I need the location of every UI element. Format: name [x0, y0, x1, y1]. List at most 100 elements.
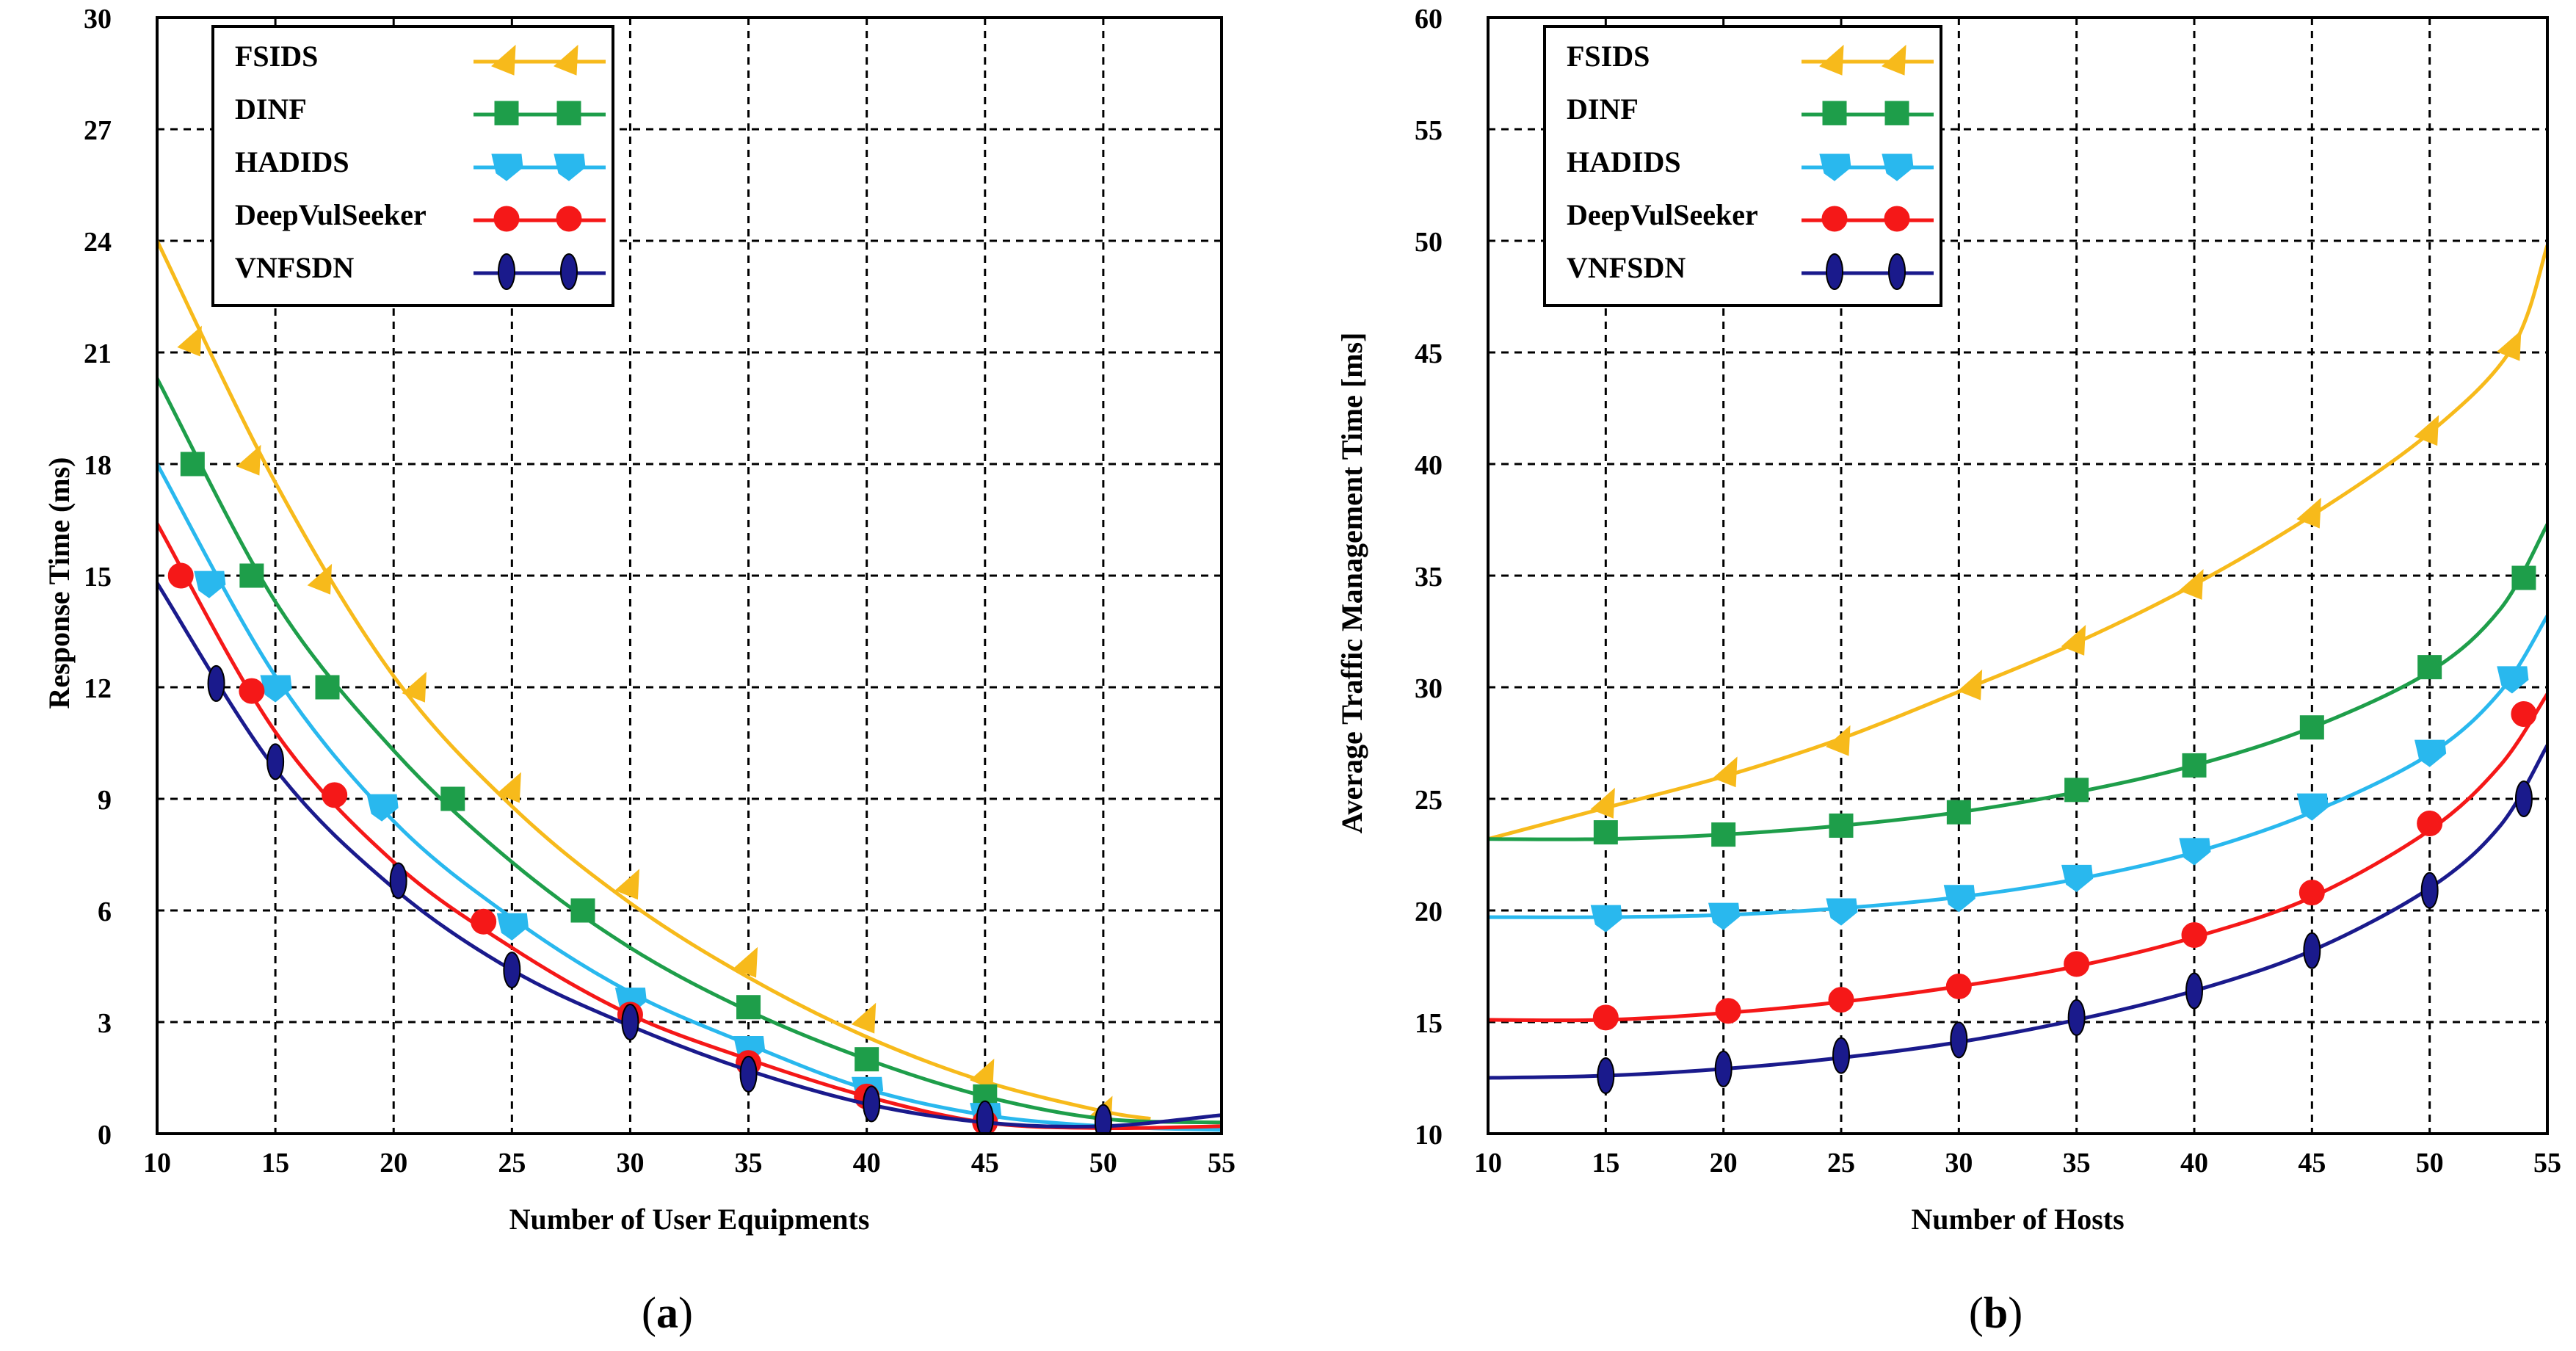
legend-marker-deepvulseeker	[1884, 206, 1910, 232]
y-tick-label: 20	[1415, 897, 1443, 927]
data-point-fsids	[496, 772, 521, 803]
y-tick-label: 6	[98, 897, 112, 927]
data-point-dinf	[2182, 753, 2207, 778]
y-tick-label: 18	[84, 450, 112, 481]
x-tick-label: 20	[1710, 1148, 1738, 1178]
legend-label-vnfsdn: VNFSDN	[1567, 251, 1686, 284]
y-tick-label: 0	[98, 1120, 112, 1151]
data-point-hadids	[260, 675, 292, 703]
data-point-hadids	[2414, 739, 2447, 767]
data-point-vnfsdn	[207, 664, 225, 702]
y-tick-label: 60	[1415, 4, 1443, 35]
legend-marker-dinf	[556, 101, 581, 126]
data-point-vnfsdn	[2185, 972, 2203, 1010]
x-tick-label: 50	[2416, 1148, 2444, 1178]
data-point-dinf	[2064, 778, 2089, 803]
x-axis-label: Number of User Equipments	[509, 1203, 870, 1236]
x-axis-label: Number of Hosts	[1911, 1203, 2124, 1236]
chart-panel-a: 10 15 20 25 30 35 40 45 50 55 0 3 6 9 12 15 18 21 24 27 30 Nu…	[43, 4, 1236, 1337]
data-point-hadids	[2061, 864, 2094, 893]
data-point-fsids	[1590, 787, 1615, 819]
data-point-fsids	[2414, 415, 2439, 446]
data-point-deepvulseeker	[1715, 998, 1741, 1024]
x-tick-label: 35	[735, 1148, 763, 1178]
plot-area	[157, 239, 1222, 1134]
y-tick-label: 10	[1415, 1120, 1443, 1151]
legend-marker-deepvulseeker	[1821, 206, 1848, 232]
data-point-dinf	[2511, 565, 2536, 590]
y-tick-label: 35	[1415, 562, 1443, 593]
y-axis-label: Average Traffic Management Time [ms]	[1335, 333, 1368, 834]
y-tick-label: 24	[84, 227, 112, 258]
x-tick-label: 10	[143, 1148, 171, 1178]
plot-frame	[156, 16, 1223, 1135]
data-point-dinf	[315, 675, 340, 700]
legend-marker-vnfsdn	[498, 253, 515, 290]
series-line-deepvulseeker	[157, 522, 1222, 1131]
data-point-vnfsdn	[1950, 1021, 1968, 1059]
x-tick-label: 20	[380, 1148, 407, 1178]
legend-marker-vnfsdn	[1826, 253, 1843, 290]
y-tick-label: 55	[1415, 115, 1443, 146]
data-point-fsids	[2496, 330, 2522, 361]
data-point-vnfsdn	[2303, 932, 2321, 969]
y-tick-label: 15	[84, 562, 112, 593]
data-point-dinf	[180, 452, 205, 477]
legend-marker-hadids	[554, 153, 586, 181]
legend-label-dinf: DINF	[235, 93, 307, 126]
data-point-hadids	[2497, 666, 2529, 694]
legend-label-fsids: FSIDS	[1567, 40, 1650, 73]
x-tick-label: 30	[616, 1148, 644, 1178]
data-point-vnfsdn	[2067, 999, 2086, 1036]
legend-marker-dinf	[1822, 101, 1847, 126]
data-point-vnfsdn	[503, 952, 521, 989]
data-point-deepvulseeker	[2064, 951, 2090, 977]
data-point-dinf	[239, 563, 264, 588]
series-line-vnfsdn	[157, 582, 1222, 1129]
data-point-dinf	[1593, 820, 1618, 845]
data-point-vnfsdn	[1832, 1037, 1850, 1074]
data-point-hadids	[1826, 898, 1858, 926]
legend-marker-vnfsdn	[1888, 253, 1906, 290]
data-point-vnfsdn	[976, 1100, 994, 1134]
data-point-deepvulseeker	[2417, 810, 2443, 836]
y-tick-label: 27	[84, 115, 112, 146]
x-tick-label: 40	[2180, 1148, 2208, 1178]
y-tick-label: 15	[1415, 1008, 1443, 1039]
x-tick-label: 10	[1474, 1148, 1502, 1178]
data-point-deepvulseeker	[2181, 921, 2207, 948]
legend-marker-vnfsdn	[560, 253, 578, 290]
panel-caption: (a)	[642, 1289, 693, 1337]
x-tick-label: 30	[1945, 1148, 1973, 1178]
legend-label-deepvulseeker: DeepVulSeeker	[235, 198, 427, 231]
data-point-dinf	[440, 786, 465, 811]
y-tick-label: 3	[98, 1008, 112, 1039]
data-point-hadids	[1943, 885, 1975, 913]
series-line-fsids	[1488, 245, 2547, 841]
data-point-deepvulseeker	[2511, 700, 2537, 727]
data-point-deepvulseeker	[1945, 973, 1972, 999]
data-point-deepvulseeker	[322, 782, 348, 808]
data-point-fsids	[1826, 725, 1851, 756]
data-point-dinf	[1946, 800, 1971, 825]
chart-panel-b: 10 15 20 25 30 35 40 45 50 55 10 15 20 25 30 35 40 45 50 55…	[1335, 4, 2561, 1337]
y-tick-label: 21	[84, 338, 112, 369]
y-tick-label: 12	[84, 673, 112, 704]
data-point-vnfsdn	[266, 743, 285, 780]
y-tick-label: 25	[1415, 785, 1443, 816]
x-tick-label: 55	[1208, 1148, 1236, 1178]
panel-caption: (b)	[1969, 1289, 2022, 1337]
data-point-fsids	[307, 563, 333, 595]
data-point-dinf	[736, 995, 761, 1020]
data-point-fsids	[236, 444, 261, 476]
data-point-fsids	[2061, 625, 2086, 656]
y-tick-label: 40	[1415, 450, 1443, 481]
legend-label-dinf: DINF	[1567, 93, 1639, 126]
series-line-fsids	[157, 239, 1151, 1121]
y-tick-label: 30	[1415, 673, 1443, 704]
data-point-vnfsdn	[2420, 872, 2439, 909]
y-tick-label: 9	[98, 785, 112, 816]
data-point-deepvulseeker	[471, 908, 497, 935]
series-line-hadids	[157, 463, 1222, 1132]
